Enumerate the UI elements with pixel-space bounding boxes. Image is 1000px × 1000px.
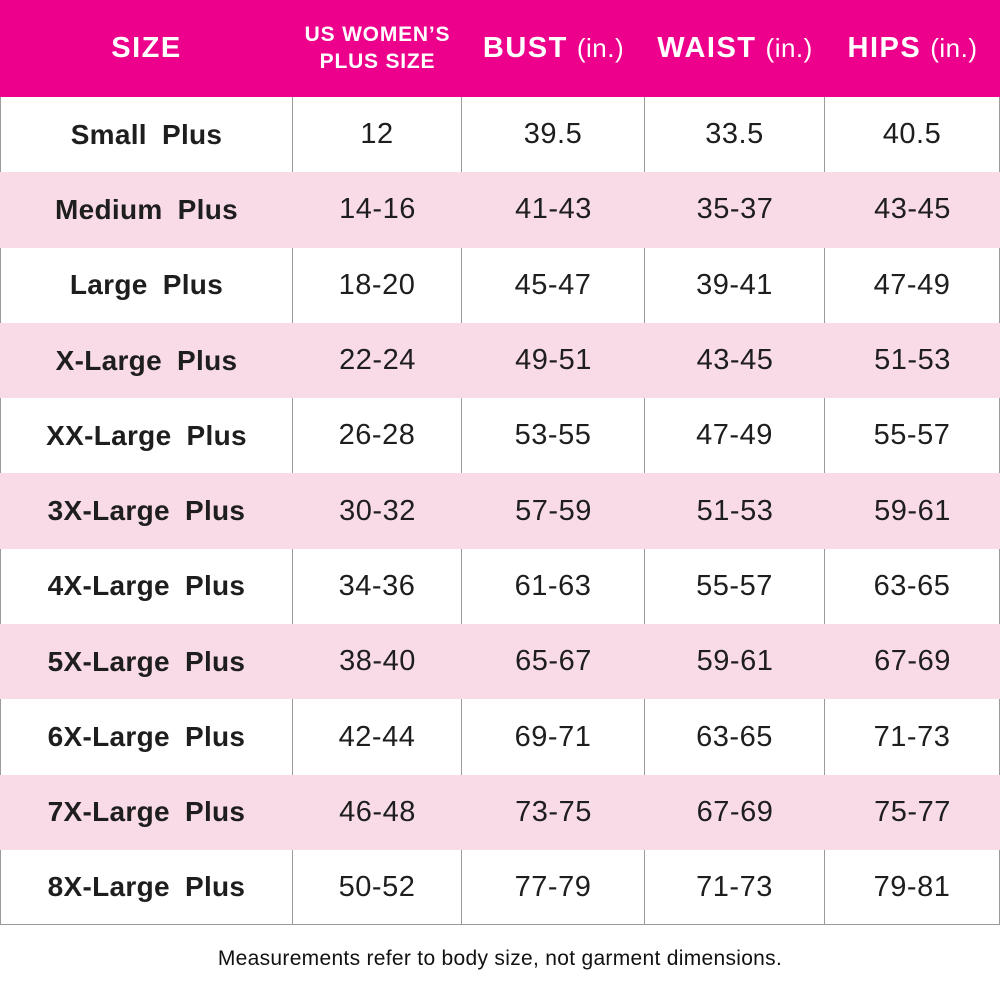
- column-header-bust: BUST (in.): [462, 0, 645, 97]
- table-row-8x-large-plus: 8X-Large Plus 50-52 77-79 71-73 79-81: [0, 849, 1000, 926]
- size-label: Large Plus: [0, 247, 293, 323]
- bust-value: 77-79: [462, 849, 645, 926]
- us-plus-size-value: 50-52: [293, 849, 462, 926]
- table-row-medium-plus: Medium Plus 14-16 41-43 35-37 43-45: [0, 172, 1000, 248]
- column-header-size: SIZE: [0, 0, 293, 97]
- size-label: 3X-Large Plus: [47, 495, 246, 527]
- column-header-bust-label: BUST: [482, 31, 568, 64]
- bust-value: 45-47: [462, 247, 645, 323]
- hips-value: 40.5: [825, 97, 1000, 173]
- table-header-row: SIZE US WOMEN’S PLUS SIZE BUST (in.) WAI…: [0, 0, 1000, 97]
- size-label: XX-Large Plus: [0, 398, 293, 474]
- us-plus-size-value: 22-24: [339, 344, 416, 377]
- us-plus-size-value: 34-36: [293, 548, 462, 625]
- us-plus-size-value: 14-16: [339, 193, 416, 226]
- hips-value: 59-61: [874, 494, 951, 527]
- hips-value: 71-73: [825, 699, 1000, 775]
- column-header-waist-label: WAIST: [657, 31, 757, 64]
- column-header-us-plus-line2: PLUS SIZE: [319, 49, 436, 73]
- waist-value: 35-37: [696, 193, 774, 226]
- table-row-x-large-plus: X-Large Plus 22-24 49-51 43-45 51-53: [0, 322, 1000, 399]
- table-row-7x-large-plus: 7X-Large Plus 46-48 73-75 67-69 75-77: [0, 774, 1000, 850]
- table-body: Small Plus 12 39.5 33.5 40.5 Medium Plus…: [0, 97, 1000, 926]
- waist-value: 39-41: [645, 247, 825, 323]
- hips-value: 79-81: [825, 849, 1000, 926]
- size-label: Medium Plus: [55, 193, 238, 225]
- hips-value: 51-53: [874, 344, 951, 377]
- bust-value: 65-67: [515, 645, 592, 678]
- size-label: 6X-Large Plus: [0, 699, 293, 775]
- column-header-waist: WAIST (in.): [645, 0, 825, 97]
- hips-value: 43-45: [874, 193, 951, 226]
- waist-value: 63-65: [645, 699, 825, 775]
- us-plus-size-value: 18-20: [293, 247, 462, 323]
- table-row-3x-large-plus: 3X-Large Plus 30-32 57-59 51-53 59-61: [0, 473, 1000, 549]
- size-label: 4X-Large Plus: [0, 548, 293, 625]
- waist-value: 67-69: [696, 795, 774, 828]
- hips-value: 67-69: [874, 645, 951, 678]
- bust-value: 69-71: [462, 699, 645, 775]
- size-label: 7X-Large Plus: [47, 796, 246, 828]
- hips-value: 47-49: [825, 247, 1000, 323]
- bust-value: 73-75: [515, 795, 592, 828]
- table-row-xx-large-plus: XX-Large Plus 26-28 53-55 47-49 55-57: [0, 398, 1000, 474]
- bust-value: 49-51: [515, 344, 592, 377]
- waist-value: 55-57: [645, 548, 825, 625]
- column-header-size-label: SIZE: [111, 31, 182, 64]
- waist-value: 43-45: [696, 344, 774, 377]
- waist-value: 47-49: [645, 398, 825, 474]
- us-plus-size-value: 30-32: [339, 494, 416, 527]
- size-label: 8X-Large Plus: [0, 849, 293, 926]
- bust-value: 41-43: [515, 193, 592, 226]
- column-header-us-plus-line1: US WOMEN’S: [304, 23, 451, 47]
- us-plus-size-value: 42-44: [293, 699, 462, 775]
- us-plus-size-value: 38-40: [339, 645, 416, 678]
- waist-value: 33.5: [645, 97, 825, 173]
- hips-value: 75-77: [874, 795, 951, 828]
- waist-value: 71-73: [645, 849, 825, 926]
- table-row-6x-large-plus: 6X-Large Plus 42-44 69-71 63-65 71-73: [0, 699, 1000, 775]
- waist-value: 59-61: [696, 645, 774, 678]
- hips-value: 63-65: [825, 548, 1000, 625]
- table-row-5x-large-plus: 5X-Large Plus 38-40 65-67 59-61 67-69: [0, 624, 1000, 700]
- column-header-hips-unit: (in.): [930, 32, 978, 63]
- size-label: X-Large Plus: [55, 344, 238, 376]
- size-chart-table: SIZE US WOMEN’S PLUS SIZE BUST (in.) WAI…: [0, 0, 1000, 926]
- size-label: 5X-Large Plus: [47, 645, 246, 677]
- column-header-waist-unit: (in.): [765, 32, 813, 63]
- column-header-hips-label: HIPS: [847, 31, 922, 64]
- bust-value: 39.5: [462, 97, 645, 173]
- size-label: Small Plus: [0, 97, 293, 173]
- waist-value: 51-53: [696, 494, 774, 527]
- us-plus-size-value: 46-48: [339, 795, 416, 828]
- column-header-bust-unit: (in.): [576, 32, 625, 63]
- table-row-large-plus: Large Plus 18-20 45-47 39-41 47-49: [0, 247, 1000, 323]
- bust-value: 61-63: [462, 548, 645, 625]
- footnote: Measurements refer to body size, not gar…: [217, 947, 783, 971]
- column-header-us-plus-size: US WOMEN’S PLUS SIZE: [293, 0, 462, 97]
- us-plus-size-value: 12: [293, 97, 462, 173]
- bust-value: 57-59: [515, 494, 592, 527]
- table-row-4x-large-plus: 4X-Large Plus 34-36 61-63 55-57 63-65: [0, 548, 1000, 625]
- us-plus-size-value: 26-28: [293, 398, 462, 474]
- bust-value: 53-55: [462, 398, 645, 474]
- column-header-hips: HIPS (in.): [825, 0, 1000, 97]
- hips-value: 55-57: [825, 398, 1000, 474]
- table-row-small-plus: Small Plus 12 39.5 33.5 40.5: [0, 97, 1000, 173]
